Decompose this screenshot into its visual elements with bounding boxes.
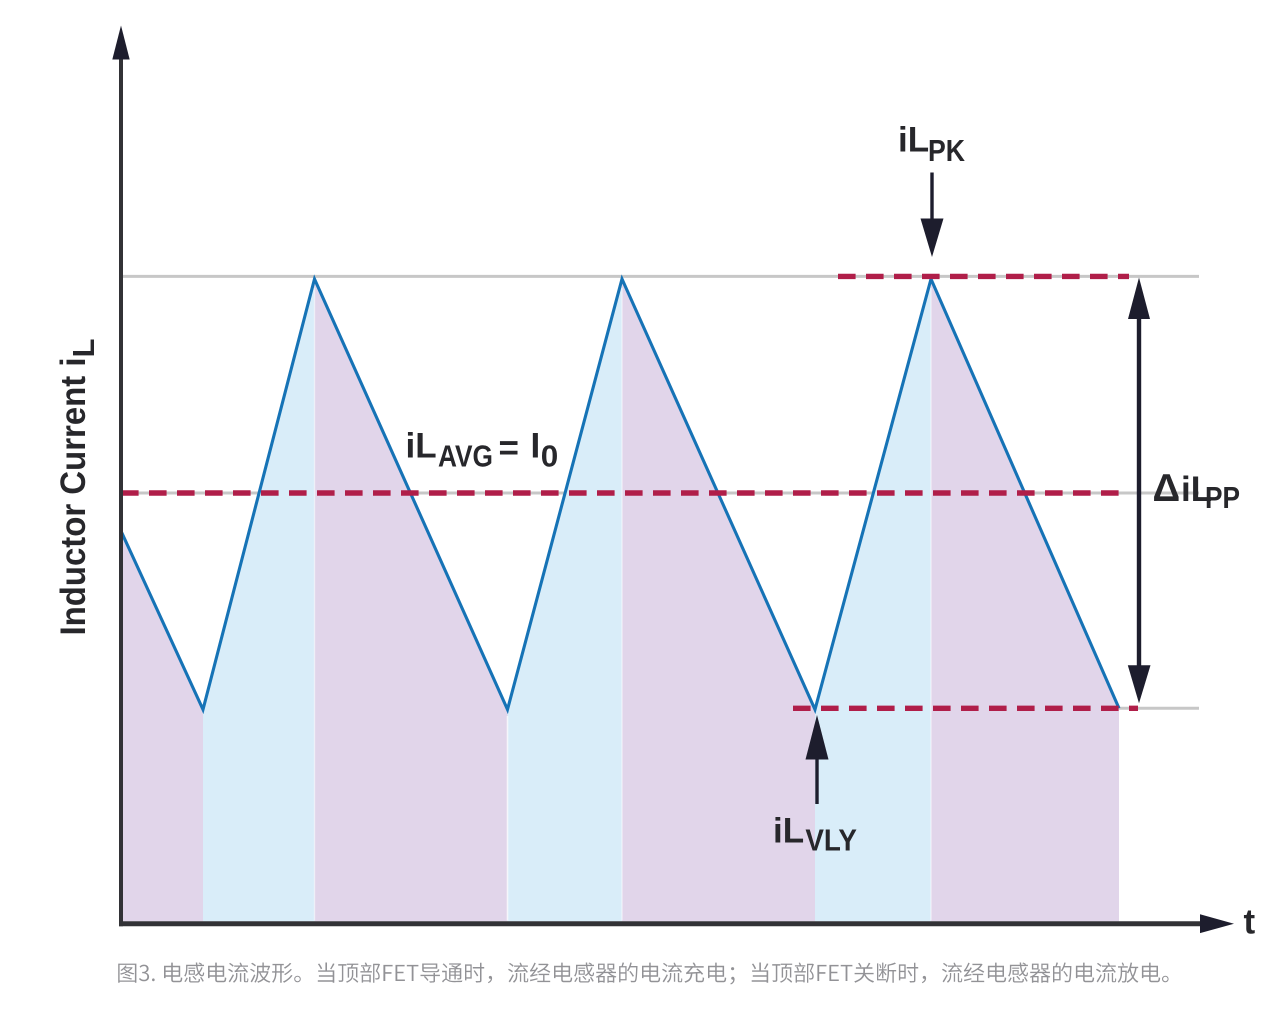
svg-text:Inductor Current iL: Inductor Current iL: [54, 339, 101, 636]
svg-text:t: t: [1244, 903, 1256, 942]
